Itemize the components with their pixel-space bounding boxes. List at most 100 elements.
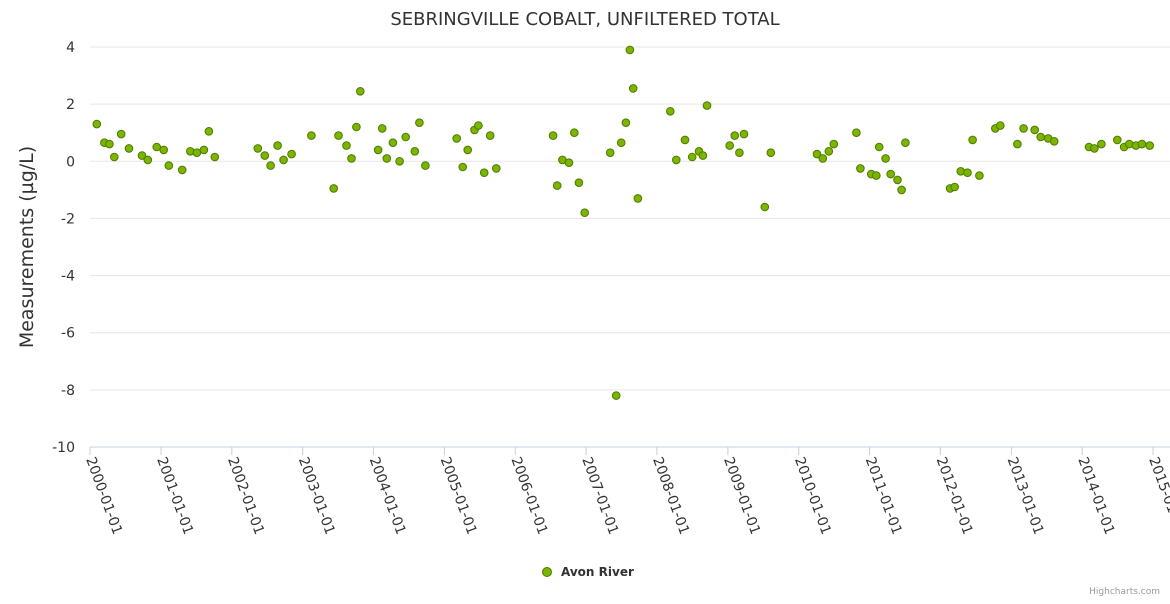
data-point[interactable] (625, 45, 635, 55)
data-point[interactable] (395, 157, 404, 166)
data-point[interactable] (886, 169, 896, 179)
data-point[interactable] (872, 171, 881, 180)
data-point[interactable] (812, 149, 822, 159)
data-point[interactable] (1049, 137, 1059, 146)
data-point[interactable] (829, 139, 839, 149)
data-point[interactable] (633, 194, 643, 203)
data-point[interactable] (881, 154, 890, 163)
data-point[interactable] (388, 138, 398, 147)
data-point[interactable] (852, 128, 861, 137)
data-point[interactable] (199, 145, 209, 155)
data-point[interactable] (492, 164, 501, 173)
data-point[interactable] (204, 127, 214, 136)
data-point[interactable] (760, 202, 770, 212)
legend-label[interactable]: Avon River (561, 565, 634, 579)
data-point[interactable] (485, 131, 495, 140)
data-point[interactable] (725, 141, 735, 150)
data-point[interactable] (548, 131, 558, 140)
data-point[interactable] (474, 121, 483, 130)
data-point[interactable] (856, 164, 865, 173)
data-point[interactable] (564, 158, 574, 167)
data-point[interactable] (996, 121, 1005, 130)
data-point[interactable] (143, 155, 153, 165)
data-point[interactable] (137, 151, 147, 160)
data-point[interactable] (110, 152, 119, 162)
data-point[interactable] (570, 128, 579, 137)
data-point[interactable] (307, 131, 316, 140)
data-point[interactable] (1013, 139, 1022, 149)
data-point[interactable] (260, 151, 270, 160)
data-point[interactable] (950, 182, 960, 192)
data-point[interactable] (352, 122, 361, 132)
data-point[interactable] (963, 168, 972, 177)
data-point[interactable] (356, 87, 365, 96)
data-point[interactable] (421, 161, 430, 170)
data-point[interactable] (152, 142, 161, 152)
data-point[interactable] (452, 134, 462, 143)
data-point[interactable] (574, 178, 584, 187)
data-point[interactable] (616, 138, 626, 147)
data-point[interactable] (1097, 139, 1106, 149)
data-point[interactable] (687, 152, 697, 162)
data-point[interactable] (1030, 125, 1039, 135)
data-point[interactable] (479, 168, 489, 177)
data-point[interactable] (621, 118, 631, 127)
data-point[interactable] (1137, 139, 1147, 149)
data-point[interactable] (735, 148, 744, 157)
data-point[interactable] (329, 184, 339, 193)
data-point[interactable] (377, 124, 387, 133)
data-point[interactable] (177, 165, 187, 175)
data-point[interactable] (382, 154, 392, 163)
data-point[interactable] (463, 145, 473, 155)
data-point[interactable] (901, 138, 910, 147)
legend[interactable]: Avon River (542, 565, 634, 579)
data-point[interactable] (1019, 124, 1028, 133)
data-point[interactable] (279, 155, 288, 165)
data-point[interactable] (893, 175, 902, 185)
data-point[interactable] (1113, 135, 1122, 145)
data-point[interactable] (680, 135, 690, 145)
data-point[interactable] (192, 148, 202, 157)
data-point[interactable] (458, 162, 468, 172)
data-point[interactable] (210, 152, 220, 162)
data-point[interactable] (124, 144, 134, 153)
data-point[interactable] (698, 151, 708, 160)
data-point[interactable] (605, 148, 615, 157)
data-point[interactable] (105, 139, 114, 149)
data-point[interactable] (273, 141, 282, 150)
data-point[interactable] (159, 145, 168, 155)
data-point[interactable] (401, 132, 411, 142)
data-point[interactable] (373, 145, 383, 155)
data-point[interactable] (666, 107, 675, 116)
data-point[interactable] (266, 161, 275, 170)
data-point[interactable] (628, 84, 638, 93)
data-point[interactable] (818, 154, 828, 163)
data-point[interactable] (611, 391, 621, 400)
data-point[interactable] (739, 129, 749, 139)
data-point[interactable] (968, 135, 977, 145)
data-point[interactable] (342, 141, 351, 150)
data-point[interactable] (1145, 141, 1154, 150)
data-point[interactable] (702, 101, 712, 110)
data-point[interactable] (1090, 144, 1099, 153)
credits-link[interactable]: Highcharts.com (1089, 587, 1160, 597)
data-point[interactable] (164, 161, 174, 170)
data-point[interactable] (975, 171, 984, 180)
data-point[interactable] (672, 155, 681, 165)
data-point[interactable] (552, 181, 562, 190)
data-point[interactable] (347, 154, 356, 163)
data-point[interactable] (897, 185, 906, 195)
data-point[interactable] (766, 148, 776, 157)
data-point[interactable] (92, 119, 102, 129)
data-point[interactable] (730, 131, 740, 140)
data-point[interactable] (410, 147, 420, 156)
data-point[interactable] (415, 118, 424, 127)
data-point[interactable] (253, 144, 263, 153)
data-point[interactable] (580, 208, 590, 217)
data-point[interactable] (824, 147, 834, 156)
data-point[interactable] (874, 142, 884, 152)
data-point[interactable] (1036, 132, 1045, 142)
data-point[interactable] (956, 167, 966, 176)
data-point[interactable] (116, 129, 126, 139)
data-point[interactable] (334, 131, 343, 140)
